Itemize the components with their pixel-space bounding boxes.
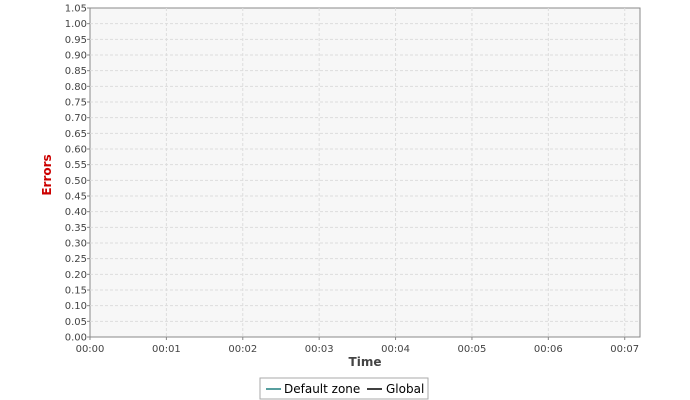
y-tick-label: 0.20 [65, 270, 87, 281]
y-tick-label: 0.60 [65, 145, 87, 156]
x-tick-label: 00:04 [381, 344, 410, 355]
y-tick-label: 0.45 [65, 192, 87, 203]
y-tick-label: 0.10 [65, 301, 87, 312]
x-axis-title: Time [349, 355, 382, 369]
y-axis-title: Errors [40, 154, 54, 195]
y-tick-label: 1.05 [65, 4, 87, 15]
x-tick-label: 00:06 [534, 344, 563, 355]
y-tick-label: 0.85 [65, 66, 87, 77]
plot-area [89, 7, 641, 338]
y-tick-label: 0.35 [65, 223, 87, 234]
y-tick-label: 0.50 [65, 176, 87, 187]
y-tick-label: 0.30 [65, 239, 87, 250]
y-tick-label: 0.80 [65, 82, 87, 93]
x-tick-label: 00:07 [610, 344, 639, 355]
x-tick-label: 00:03 [305, 344, 334, 355]
legend-label-global: Global [386, 382, 424, 396]
y-tick-label: 0.90 [65, 51, 87, 62]
legend-label-default-zone: Default zone [284, 382, 360, 396]
x-axis-ticks: 00:00 00:01 00:02 00:03 00:04 00:05 00:06 00:07 [76, 337, 639, 355]
y-tick-label: 0.70 [65, 113, 87, 124]
y-tick-label: 0.65 [65, 129, 87, 140]
y-tick-label: 0.95 [65, 35, 87, 46]
y-tick-label: 0.40 [65, 207, 87, 218]
y-tick-label: 0.25 [65, 254, 87, 265]
x-tick-label: 00:00 [76, 344, 105, 355]
grid-lines [90, 8, 640, 337]
y-tick-label: 0.75 [65, 98, 87, 109]
y-axis-ticks: 0.00 0.05 0.10 0.15 0.20 0.25 0.30 0.35 0.40 0.45… [65, 4, 90, 344]
x-tick-label: 00:01 [152, 344, 181, 355]
y-tick-label: 1.00 [65, 19, 87, 30]
legend-box [259, 377, 429, 400]
x-tick-label: 00:02 [228, 344, 257, 355]
y-tick-label: 0.15 [65, 286, 87, 297]
y-tick-label: 0.55 [65, 160, 87, 171]
y-tick-label: 0.05 [65, 317, 87, 328]
y-tick-label: 0.00 [65, 333, 87, 344]
x-tick-label: 00:05 [458, 344, 487, 355]
legend: Default zone Global [259, 377, 429, 400]
